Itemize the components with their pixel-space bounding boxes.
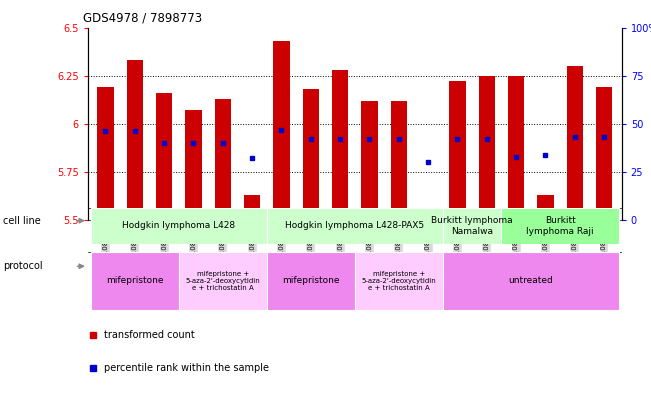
- Text: Burkitt
lymphoma Raji: Burkitt lymphoma Raji: [526, 216, 594, 236]
- Bar: [91, 208, 267, 244]
- Text: untreated: untreated: [508, 277, 553, 285]
- Text: cell line: cell line: [3, 216, 41, 226]
- Bar: [91, 252, 179, 310]
- Bar: [361, 101, 378, 220]
- Bar: [303, 89, 319, 220]
- Bar: [267, 208, 443, 244]
- Text: Hodgkin lymphoma L428-PAX5: Hodgkin lymphoma L428-PAX5: [285, 222, 424, 230]
- Bar: [98, 87, 113, 220]
- Text: transformed count: transformed count: [104, 330, 195, 340]
- Bar: [567, 66, 583, 220]
- Bar: [420, 216, 436, 220]
- Bar: [449, 81, 465, 220]
- Bar: [186, 110, 202, 220]
- Bar: [332, 70, 348, 220]
- Bar: [215, 99, 231, 220]
- Text: protocol: protocol: [3, 261, 43, 271]
- Bar: [156, 93, 173, 220]
- Bar: [244, 195, 260, 220]
- Bar: [478, 75, 495, 220]
- Text: mifepristone +
5-aza-2'-deoxycytidin
e + trichostatin A: mifepristone + 5-aza-2'-deoxycytidin e +…: [186, 271, 260, 291]
- Bar: [267, 252, 355, 310]
- Bar: [596, 87, 612, 220]
- Bar: [501, 208, 618, 244]
- Bar: [355, 252, 443, 310]
- Text: percentile rank within the sample: percentile rank within the sample: [104, 364, 269, 373]
- Bar: [179, 252, 267, 310]
- Text: mifepristone +
5-aza-2'-deoxycytidin
e + trichostatin A: mifepristone + 5-aza-2'-deoxycytidin e +…: [361, 271, 436, 291]
- Bar: [127, 60, 143, 220]
- Bar: [508, 75, 524, 220]
- Text: Hodgkin lymphoma L428: Hodgkin lymphoma L428: [122, 222, 236, 230]
- Bar: [537, 195, 553, 220]
- Text: mifepristone: mifepristone: [282, 277, 340, 285]
- Bar: [443, 208, 501, 244]
- Bar: [273, 41, 290, 220]
- Text: GDS4978 / 7898773: GDS4978 / 7898773: [83, 12, 202, 25]
- Bar: [443, 252, 618, 310]
- Text: Burkitt lymphoma
Namalwa: Burkitt lymphoma Namalwa: [432, 216, 513, 236]
- Bar: [391, 101, 407, 220]
- Text: mifepristone: mifepristone: [106, 277, 163, 285]
